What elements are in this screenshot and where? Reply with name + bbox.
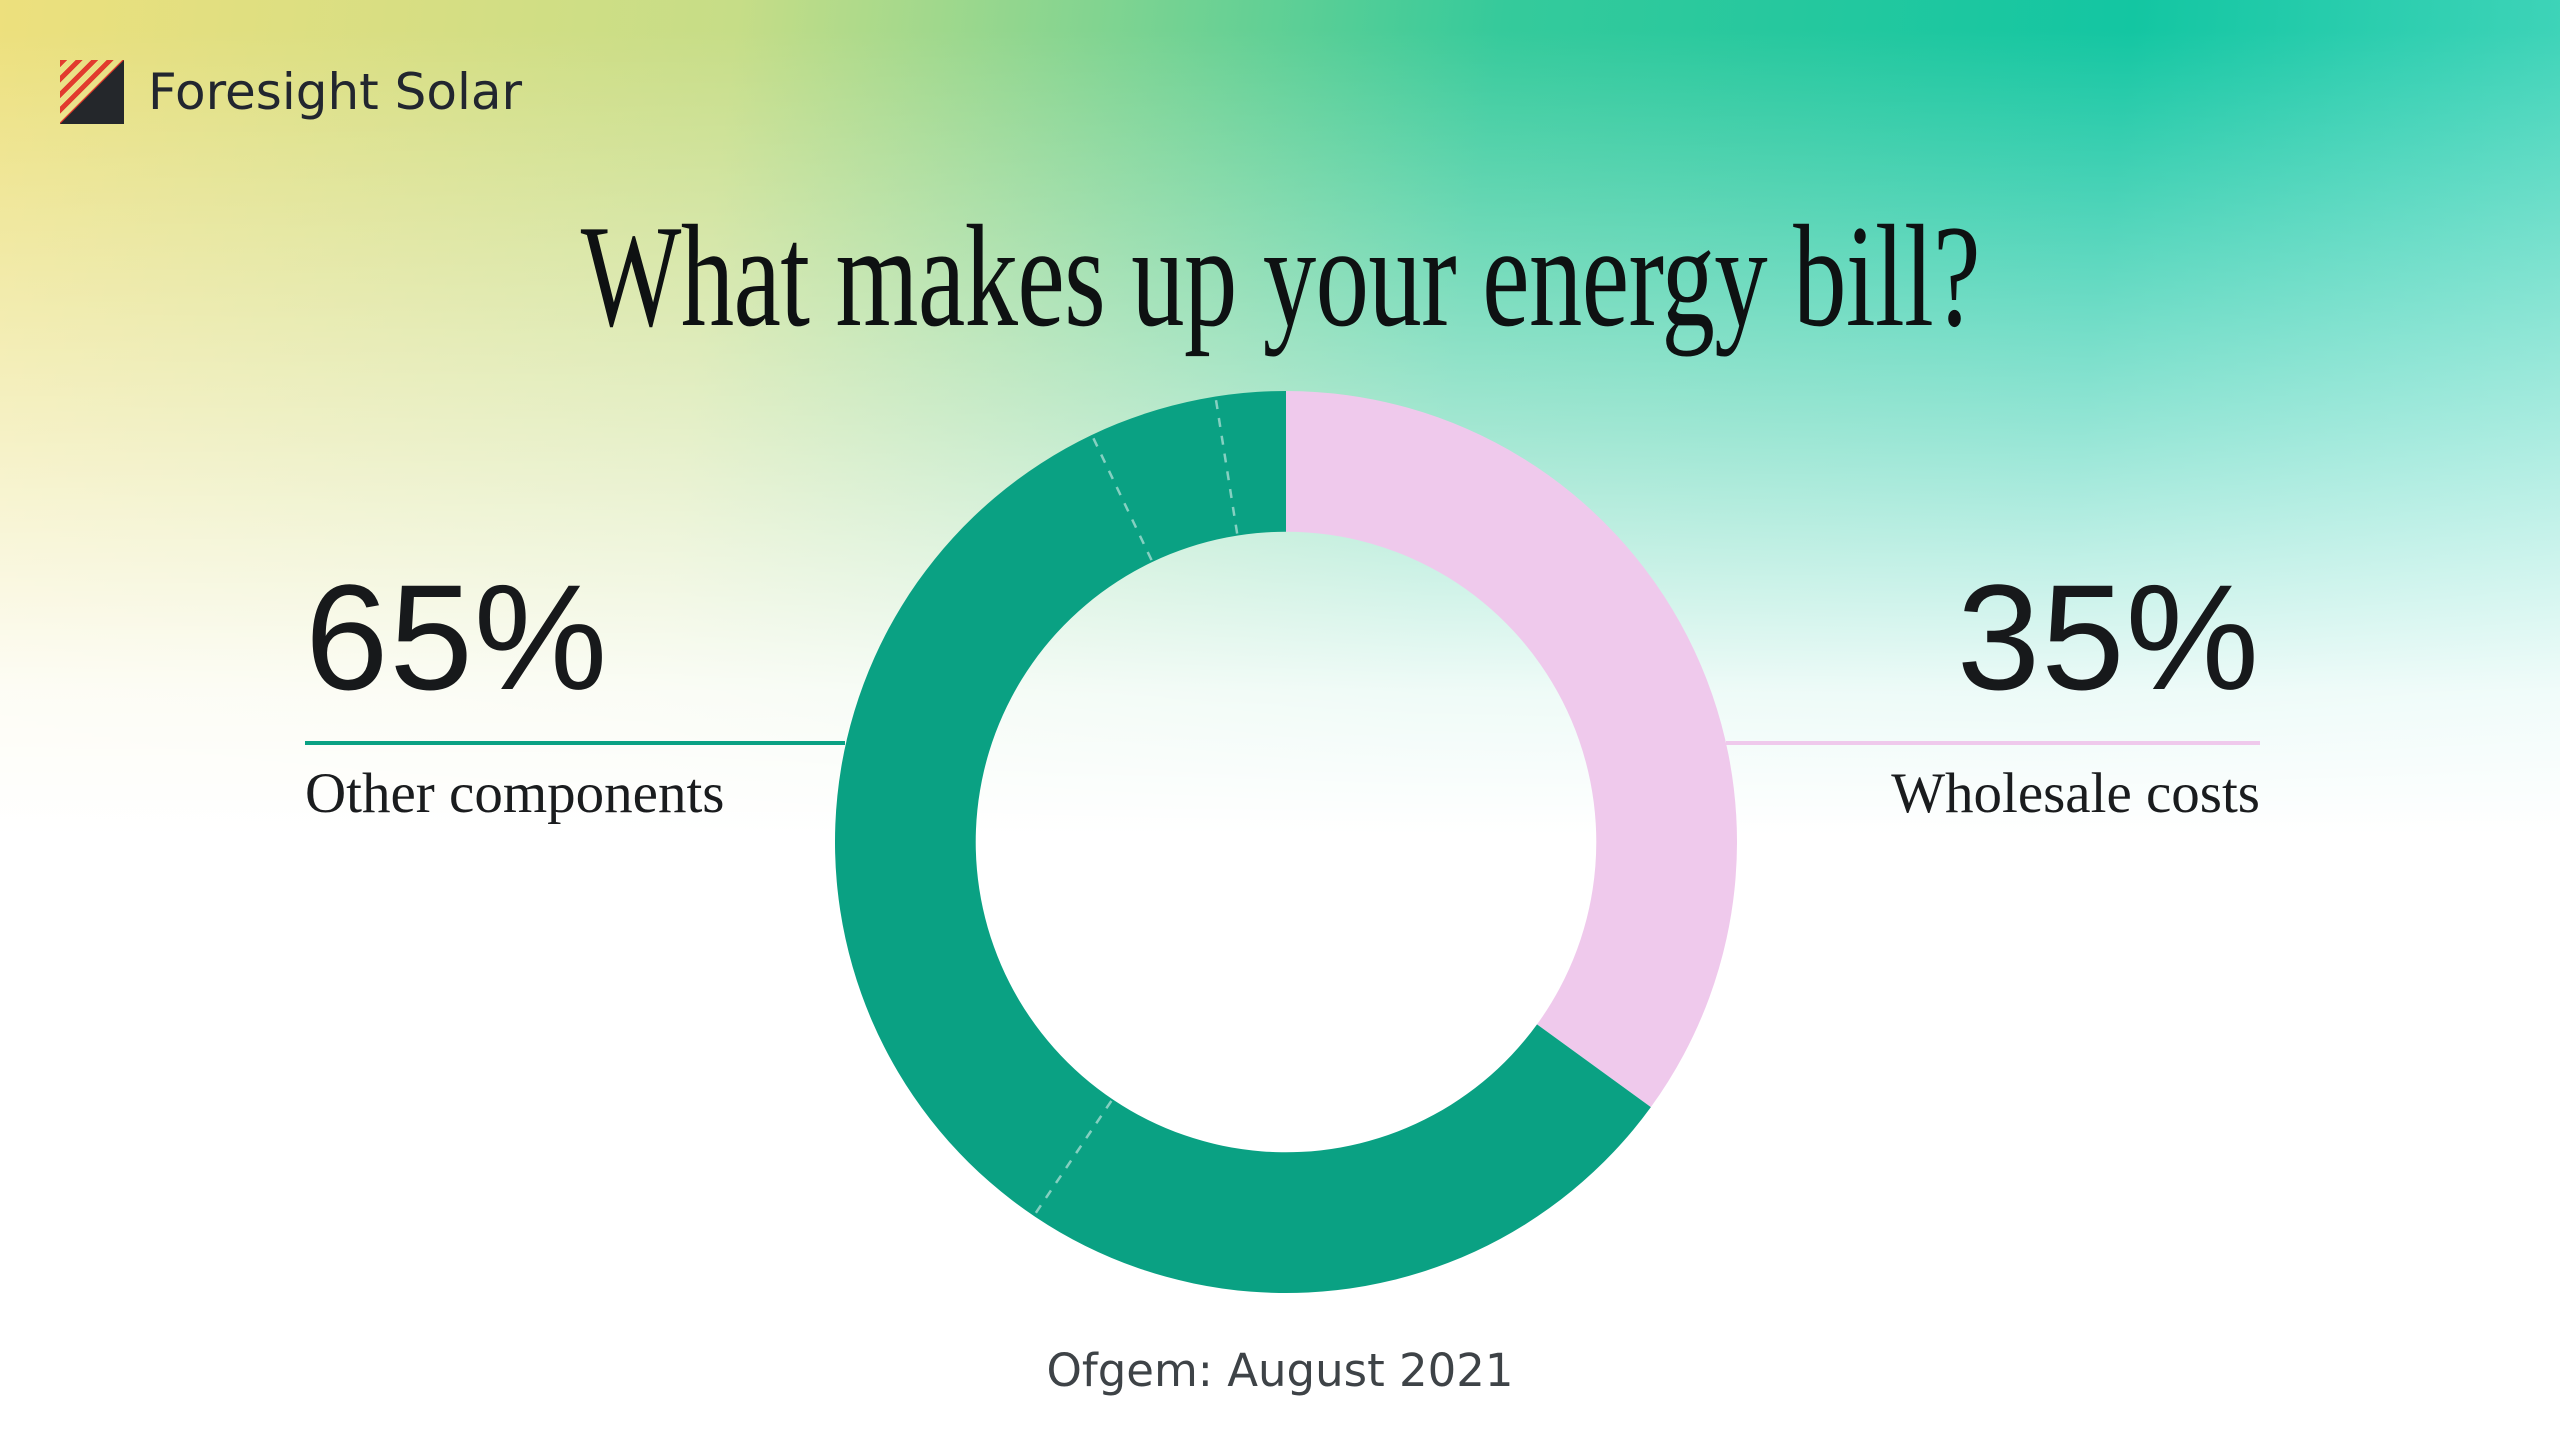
brand-logo: Foresight Solar — [60, 60, 522, 124]
brand-logo-icon — [60, 60, 124, 124]
source-note: Ofgem: August 2021 — [1046, 1344, 1514, 1397]
stat-other-components-rule — [305, 741, 845, 745]
page-title-text: What makes up your energy bill? — [580, 195, 1980, 357]
stat-wholesale-costs-value: 35% — [1956, 553, 2260, 721]
donut-slice-other-components — [835, 391, 1651, 1293]
stat-wholesale-costs-rule — [1726, 741, 2260, 745]
donut-slice-wholesale-costs — [1286, 391, 1737, 1108]
brand-name: Foresight Solar — [148, 63, 523, 121]
page-title: What makes up your energy bill? — [0, 195, 2560, 357]
stat-other-components-value: 65% — [305, 553, 609, 721]
donut-segment-divider — [1091, 436, 1153, 561]
donut-chart — [835, 391, 1737, 1293]
stat-other-components-label: Other components — [305, 762, 725, 825]
donut-segment-divider — [1214, 398, 1239, 534]
donut-segment-divider — [1033, 1100, 1113, 1215]
stat-wholesale-costs-label: Wholesale costs — [1891, 762, 2260, 825]
